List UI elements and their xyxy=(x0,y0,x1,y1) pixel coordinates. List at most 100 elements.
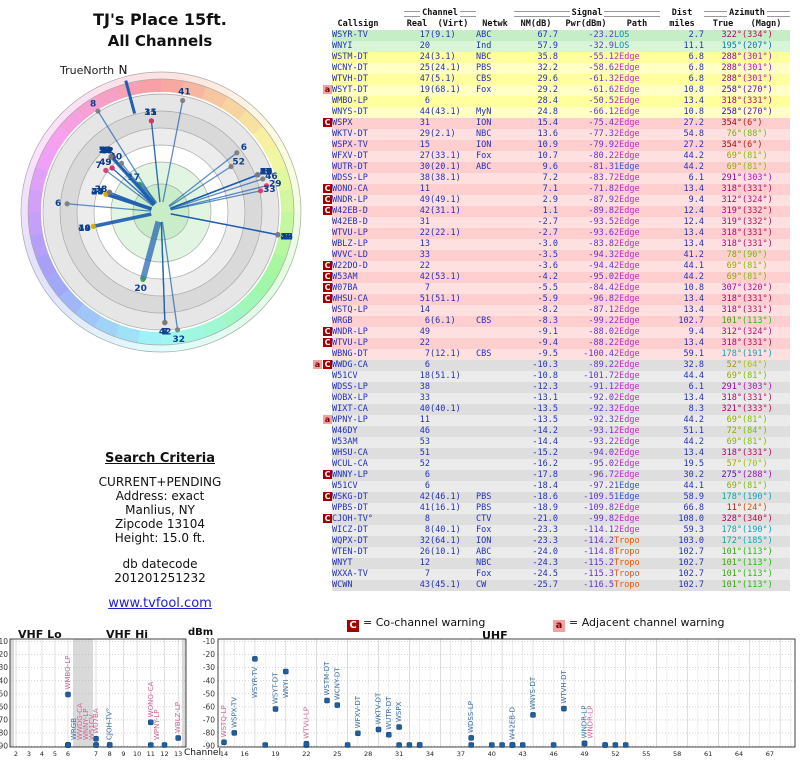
channel-virtual: (31.1) xyxy=(430,206,461,216)
channel-virtual: (2.1) xyxy=(430,129,456,139)
noise-margin: -23.3 xyxy=(532,536,558,546)
distance: 13.4 xyxy=(683,239,704,249)
callsign: WNYS-DT xyxy=(332,107,368,117)
noise-margin: 10.9 xyxy=(537,140,558,150)
signal-table: Channel Signal Dist Azimuth Callsign Rea… xyxy=(312,8,790,591)
radar-station-dot xyxy=(275,232,281,238)
distance: 44.2 xyxy=(683,437,704,447)
radar-channel-label: 22 xyxy=(99,146,112,156)
noise-margin: 24.8 xyxy=(537,107,558,117)
distance: 102.7 xyxy=(678,316,704,326)
channel-virtual: (6.1) xyxy=(430,316,456,326)
signal-callsign-label: WSTM-DT xyxy=(323,661,331,696)
warning-markers xyxy=(312,371,332,382)
distance: 6.8 xyxy=(688,52,704,62)
azimuth-true: 319° xyxy=(721,206,742,216)
signal-marker xyxy=(416,742,423,748)
radar-channel-label: 42 xyxy=(159,327,172,337)
noise-margin: -18.9 xyxy=(532,503,558,513)
channel-real: 17 xyxy=(419,30,430,40)
azimuth-true: 69° xyxy=(726,481,742,491)
noise-margin: 29.2 xyxy=(537,85,558,95)
channel-virtual: (22.1) xyxy=(430,228,461,238)
power: -92.0 xyxy=(588,393,614,403)
noise-margin: -5.9 xyxy=(537,294,558,304)
station-row: C WNDR-LP 49 -9.1 -88.0 2Edge 9.4 312° (324°) xyxy=(312,327,790,338)
station-row: WXXA-TV 7 Fox -24.5 -115.3 Tropo 102.7 101° (113… xyxy=(312,569,790,580)
callsign: WNNY-LP xyxy=(332,470,368,480)
azimuth-hue-segment xyxy=(23,164,37,189)
warning-markers xyxy=(312,217,332,228)
search-criteria-line: Zipcode 13104 xyxy=(114,517,206,531)
noise-margin: -18.4 xyxy=(532,481,558,491)
datecode-label: db datecode xyxy=(122,557,198,571)
azimuth-true: 318° xyxy=(721,305,742,315)
signal-marker xyxy=(519,742,526,748)
channel-virtual xyxy=(430,305,476,316)
warning-markers xyxy=(312,129,332,140)
radar-channel-label: 43 xyxy=(280,232,293,242)
callsign: W53AM xyxy=(332,272,358,282)
group-signal: Signal xyxy=(514,8,660,19)
power: -115.2 xyxy=(583,558,614,568)
callsign: W51CV xyxy=(332,371,358,381)
channel-virtual xyxy=(430,360,476,371)
network: NBC xyxy=(476,558,492,568)
station-row: WPBS-DT 41 (16.1) PBS -18.9 -109.8 2Edge 66.8 11… xyxy=(312,503,790,514)
callsign: WSPX-TV xyxy=(332,140,368,150)
radar-channel-label: 26 xyxy=(280,232,293,242)
radar-wedge xyxy=(110,156,155,206)
distance: 9.4 xyxy=(688,327,704,337)
azimuth-hue-segment xyxy=(161,342,186,352)
azimuth-magnetic: (113°) xyxy=(742,580,773,590)
network xyxy=(476,184,514,195)
radar-channel-label: 22 xyxy=(99,146,112,156)
signal-callsign-label: WNYI xyxy=(282,680,290,699)
radar-wedge xyxy=(161,221,179,330)
radar-station-dot xyxy=(234,150,240,156)
distance: 102.7 xyxy=(678,558,704,568)
channel-virtual: (40.1) xyxy=(430,525,461,535)
station-row: C W07BA 7 -5.5 -84.4 2Edge 10.8 307° (320°) xyxy=(312,283,790,294)
signal-marker xyxy=(303,740,310,747)
vhf-lo-label: VHF Lo xyxy=(18,628,62,641)
network xyxy=(476,404,514,415)
radar-wedge xyxy=(150,120,161,203)
vhf-panel xyxy=(10,639,186,747)
truenorth-label: TrueNorth xyxy=(60,64,115,77)
warning-markers: C xyxy=(312,283,332,294)
power: -23.2 xyxy=(588,30,614,40)
radar-channel-label: 24 xyxy=(91,187,104,197)
azimuth-true: 101° xyxy=(721,580,742,590)
callsign: W42EB-D xyxy=(332,206,368,216)
distance: 44.2 xyxy=(683,415,704,425)
azimuth-hue-segment xyxy=(262,278,283,302)
azimuth-hue-segment xyxy=(273,166,292,192)
channel-virtual: (53.1) xyxy=(430,272,461,282)
channel-virtual: (49.1) xyxy=(430,195,461,205)
distance: 102.7 xyxy=(678,569,704,579)
radar-channel-label: 7 xyxy=(162,328,168,338)
callsign: WSTQ-LP xyxy=(332,305,368,315)
signal-callsign-label: WSPX xyxy=(395,701,403,722)
tvfool-link[interactable]: www.tvfool.com xyxy=(108,596,212,611)
signal-marker xyxy=(334,702,341,708)
channel-real: 6 xyxy=(424,470,430,480)
warning-markers xyxy=(312,30,332,41)
distance: 108.0 xyxy=(678,514,704,524)
signal-callsign-label: W07BA xyxy=(92,708,100,734)
azimuth-true: 69° xyxy=(726,415,742,425)
x-tick-label: 34 xyxy=(426,750,434,758)
channel-real: 7 xyxy=(424,569,430,579)
azimuth-hue-segment xyxy=(137,79,161,94)
channel-virtual: (40.1) xyxy=(430,404,461,414)
warning-markers: C xyxy=(312,327,332,338)
noise-margin: -14.4 xyxy=(532,437,558,447)
noise-margin: -13.5 xyxy=(532,415,558,425)
callsign: WUTR-DT xyxy=(332,162,368,172)
azimuth-magnetic: (301°) xyxy=(742,52,773,62)
distance: 6.1 xyxy=(688,173,704,183)
azimuth-magnetic: (113°) xyxy=(742,547,773,557)
signal-marker xyxy=(602,742,608,748)
signal-marker xyxy=(283,668,289,675)
